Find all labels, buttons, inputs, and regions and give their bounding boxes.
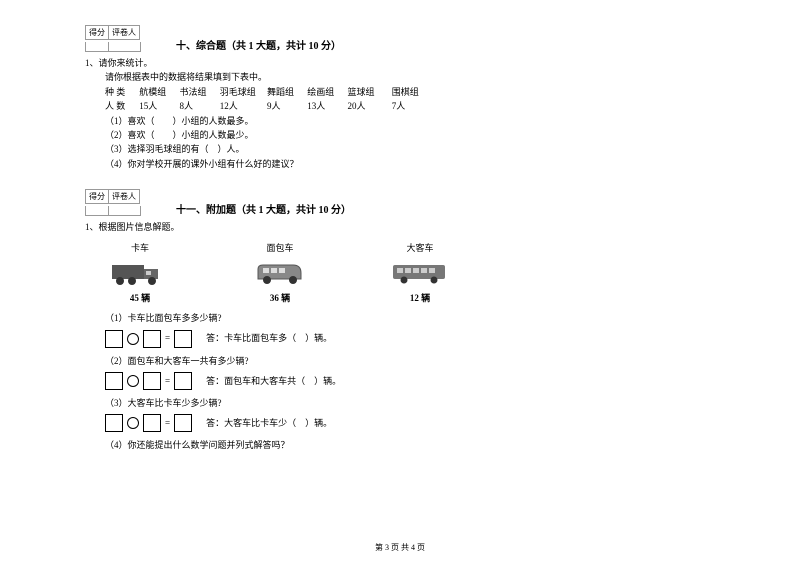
score-blank-11 <box>85 206 109 216</box>
eq-row-2: = 答：面包车和大客车共（ ）辆。 <box>105 372 715 390</box>
sub-q3: （3）选择羽毛球组的有（ ）人。 <box>105 142 715 156</box>
eq-row-1: = 答：卡车比面包车多（ ）辆。 <box>105 330 715 348</box>
section-10-header: 得分 评卷人 十、综合题（共 1 大题，共计 10 分） <box>85 25 715 52</box>
eq-box <box>143 414 161 432</box>
cat-5: 篮球组 <box>348 85 390 99</box>
sub-q2: （2）喜欢（ ）小组的人数最少。 <box>105 128 715 142</box>
grader-blank <box>109 42 141 52</box>
section-10-title: 十、综合题（共 1 大题，共计 10 分） <box>176 37 341 52</box>
eq-box <box>143 372 161 390</box>
ppl-3: 9人 <box>267 99 305 113</box>
vehicle-count-0: 45 辆 <box>105 291 175 305</box>
cat-4: 绘画组 <box>307 85 345 99</box>
eq-box <box>174 414 192 432</box>
ppl-5: 20人 <box>348 99 390 113</box>
cat-3: 舞蹈组 <box>267 85 305 99</box>
ans-3: 答：大客车比卡车少（ ）辆。 <box>206 416 332 430</box>
eq-box <box>105 372 123 390</box>
vehicle-count-2: 12 辆 <box>385 291 455 305</box>
eq-box <box>105 414 123 432</box>
grader-label-11: 评卷人 <box>109 190 139 203</box>
sub-q4: （4）你对学校开展的课外小组有什么好的建议？ <box>105 157 715 171</box>
eq-row-3: = 答：大客车比卡车少（ ）辆。 <box>105 414 715 432</box>
category-row: 种 类 航模组 书法组 羽毛球组 舞蹈组 绘画组 篮球组 围棋组 <box>105 85 715 99</box>
equals-sign: = <box>165 331 170 345</box>
eq-circle <box>127 417 139 429</box>
eq-box <box>174 372 192 390</box>
section-11-header: 得分 评卷人 十一、附加题（共 1 大题，共计 10 分） <box>85 189 715 216</box>
q1-number: 1、请你来统计。 <box>85 56 715 70</box>
eq-box <box>105 330 123 348</box>
sub11-1: （1）卡车比面包车多多少辆? <box>105 311 715 325</box>
score-label: 得分 <box>86 26 109 39</box>
cat-1: 书法组 <box>180 85 218 99</box>
bus-icon <box>385 258 455 288</box>
vehicle-label-0: 卡车 <box>105 241 175 255</box>
ppl-6: 7人 <box>392 99 406 113</box>
ppl-4: 13人 <box>307 99 345 113</box>
q11-number: 1、根据图片信息解题。 <box>85 220 715 234</box>
ans-1: 答：卡车比面包车多（ ）辆。 <box>206 331 332 345</box>
cat-label: 种 类 <box>105 85 137 99</box>
page-footer: 第 3 页 共 4 页 <box>0 542 800 553</box>
ppl-1: 8人 <box>180 99 218 113</box>
score-box-11: 得分 评卷人 <box>85 189 141 216</box>
question-10-1: 1、请你来统计。 请你根据表中的数据将结果填到下表中。 种 类 航模组 书法组 … <box>85 56 715 171</box>
ppl-2: 12人 <box>220 99 265 113</box>
sub11-4: （4）你还能提出什么数学问题并列式解答吗？ <box>105 438 715 452</box>
truck-icon <box>105 258 175 288</box>
grader-label: 评卷人 <box>109 26 139 39</box>
score-label-11: 得分 <box>86 190 109 203</box>
question-11-1: 1、根据图片信息解题。 卡车 45 辆 面包车 <box>85 220 715 453</box>
equals-sign: = <box>165 374 170 388</box>
eq-box <box>174 330 192 348</box>
cat-0: 航模组 <box>139 85 177 99</box>
score-box-10: 得分 评卷人 <box>85 25 141 52</box>
van-icon <box>245 258 315 288</box>
eq-circle <box>127 333 139 345</box>
ans-2: 答：面包车和大客车共（ ）辆。 <box>206 374 341 388</box>
eq-box <box>143 330 161 348</box>
sub11-3: （3）大客车比卡车少多少辆? <box>105 396 715 410</box>
vehicle-label-1: 面包车 <box>245 241 315 255</box>
equals-sign: = <box>165 416 170 430</box>
vehicle-label-2: 大客车 <box>385 241 455 255</box>
grader-blank-11 <box>109 206 141 216</box>
section-11-title: 十一、附加题（共 1 大题，共计 10 分） <box>176 201 351 216</box>
eq-circle <box>127 375 139 387</box>
q1-instruction: 请你根据表中的数据将结果填到下表中。 <box>105 70 715 84</box>
people-row: 人 数 15人 8人 12人 9人 13人 20人 7人 <box>105 99 715 113</box>
cat-6: 围棋组 <box>392 85 419 99</box>
cat-2: 羽毛球组 <box>220 85 265 99</box>
sub11-2: （2）面包车和大客车一共有多少辆? <box>105 354 715 368</box>
vehicle-labels-row: 卡车 45 辆 面包车 <box>105 241 715 306</box>
score-blank <box>85 42 109 52</box>
sub-q1: （1）喜欢（ ）小组的人数最多。 <box>105 114 715 128</box>
ppl-0: 15人 <box>139 99 177 113</box>
vehicle-count-1: 36 辆 <box>245 291 315 305</box>
ppl-label: 人 数 <box>105 99 137 113</box>
